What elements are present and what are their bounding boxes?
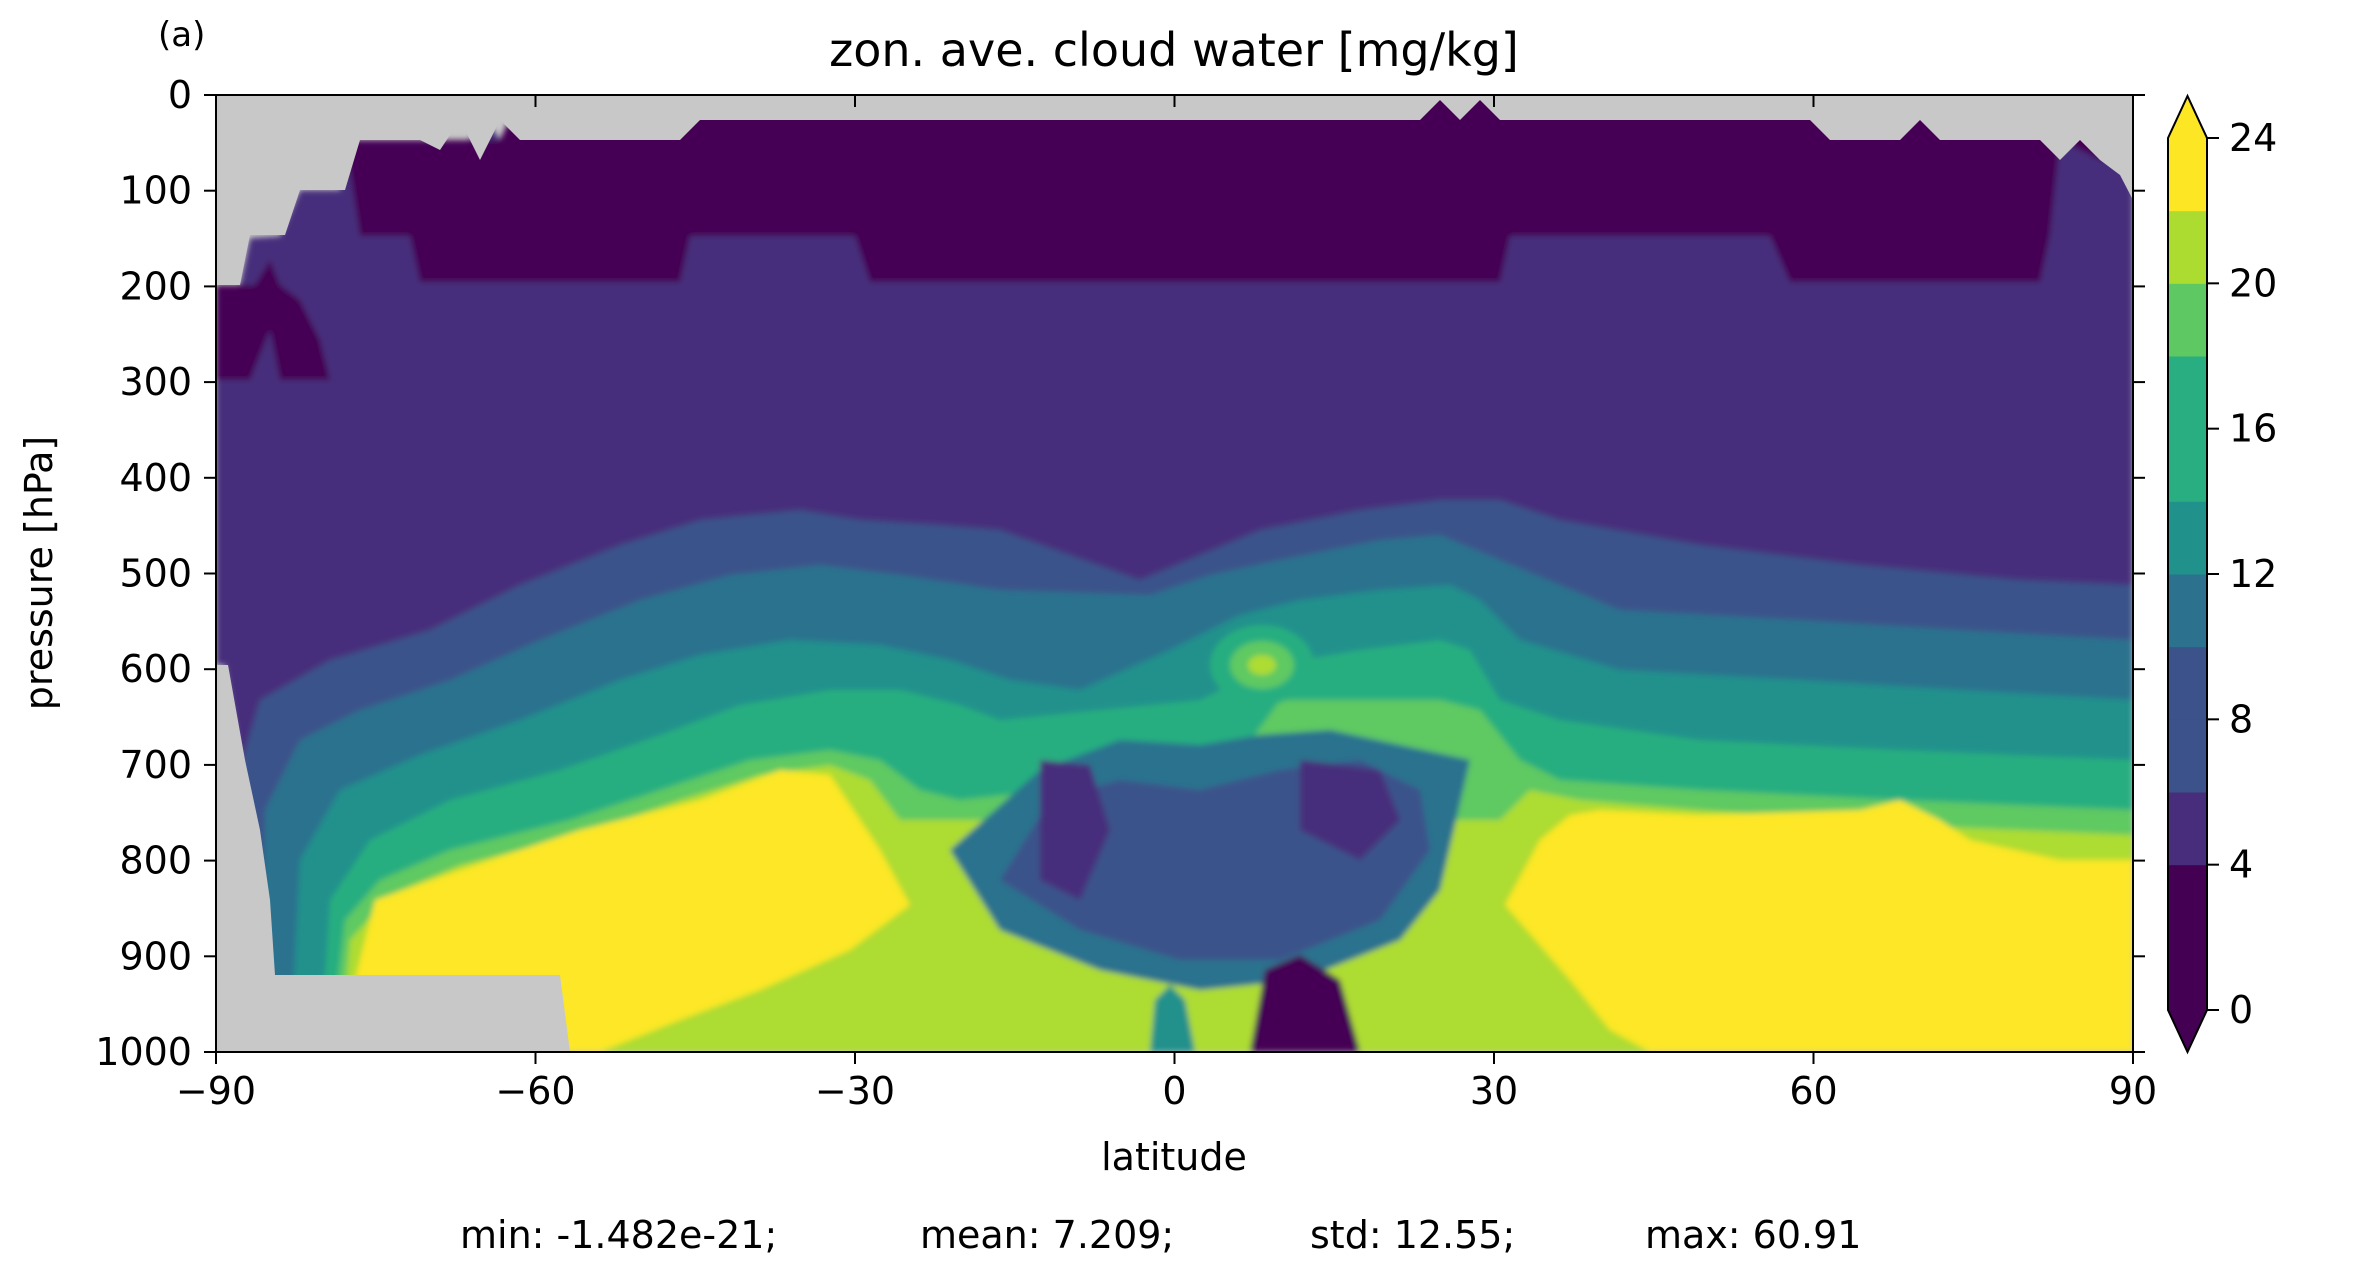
y-tick-label: 1000 [95, 1030, 192, 1074]
summary-std: std: 12.55; [1310, 1213, 1515, 1257]
y-tick-label: 700 [119, 743, 192, 787]
colorbar-segment [2168, 937, 2207, 1011]
contour-fill [216, 95, 2133, 1052]
contour-plot [216, 95, 2133, 1052]
y-tick-label: 200 [119, 264, 192, 308]
x-tick-label: 90 [2109, 1069, 2157, 1113]
y-tick-label: 800 [119, 839, 192, 883]
x-tick-label: 0 [1162, 1069, 1186, 1113]
colorbar-extend-low [2168, 1010, 2207, 1052]
colorbar-segment [2168, 501, 2207, 575]
y-tick-label: 400 [119, 456, 192, 500]
contour-level-above-24-south [355, 770, 910, 1052]
y-tick-label: 900 [119, 934, 192, 978]
summary-min: min: -1.482e-21; [460, 1213, 777, 1257]
colorbar-tick-label: 4 [2229, 843, 2253, 887]
colorbar-segment [2168, 428, 2207, 502]
summary-mean: mean: 7.209; [920, 1213, 1174, 1257]
summary-stats: min: -1.482e-21; mean: 7.209; std: 12.55… [460, 1213, 1861, 1257]
contour-max-600hpa-inner [1248, 655, 1276, 675]
colorbar-segment [2168, 283, 2207, 357]
colorbar-segment [2168, 719, 2207, 793]
colorbar-segment [2168, 210, 2207, 284]
y-tick-label: 0 [168, 73, 192, 117]
x-axis-ticks: −90 −60 −30 0 30 60 90 [176, 95, 2157, 1113]
contour-interior-low-4 [1040, 760, 1110, 900]
contour-level-0-2-left [216, 260, 330, 380]
colorbar-tick-label: 24 [2229, 116, 2277, 160]
colorbar-tick-label: 8 [2229, 697, 2253, 741]
x-tick-label: −60 [495, 1069, 575, 1113]
colorbar-segment [2168, 646, 2207, 720]
x-tick-label: −90 [176, 1069, 256, 1113]
y-tick-label: 600 [119, 647, 192, 691]
y-axis-label: pressure [hPa] [17, 436, 61, 710]
missing-data-left [216, 665, 570, 1052]
chart-title: zon. ave. cloud water [mg/kg] [829, 23, 1519, 77]
x-tick-label: −30 [815, 1069, 895, 1113]
colorbar-tick-label: 20 [2229, 261, 2277, 305]
colorbar-extend-high [2168, 96, 2207, 138]
contour-interior-low-5 [1300, 760, 1400, 860]
x-tick-label: 60 [1789, 1069, 1837, 1113]
colorbar-segment [2168, 356, 2207, 430]
y-tick-label: 500 [119, 552, 192, 596]
x-axis-label: latitude [1101, 1135, 1247, 1179]
colorbar-tick-label: 0 [2229, 988, 2253, 1032]
missing-data-right-top [2100, 160, 2133, 200]
y-tick-label: 100 [119, 169, 192, 213]
colorbar-segment [2168, 864, 2207, 938]
panel-label: (a) [158, 15, 205, 55]
contour-surface-low [1250, 955, 1360, 1052]
y-tick-label: 300 [119, 360, 192, 404]
y-axis-ticks: 0 100 200 300 400 500 600 700 800 900 1000 [95, 73, 2145, 1074]
contour-level-above-24-north [1505, 800, 2133, 1052]
colorbar-segment [2168, 574, 2207, 648]
colorbar-segment [2168, 792, 2207, 866]
colorbar-tick-label: 16 [2229, 407, 2277, 451]
colorbar-tick-label: 12 [2229, 552, 2277, 596]
contour-level-0-2-top [345, 95, 2133, 282]
colorbar-segment [2168, 138, 2207, 212]
x-tick-label: 30 [1470, 1069, 1518, 1113]
contour-equator-surface [1150, 985, 1195, 1052]
colorbar: 0 4 8 12 16 20 24 [2167, 93, 2277, 1055]
summary-max: max: 60.91 [1645, 1213, 1861, 1257]
missing-data-top [216, 95, 2133, 285]
